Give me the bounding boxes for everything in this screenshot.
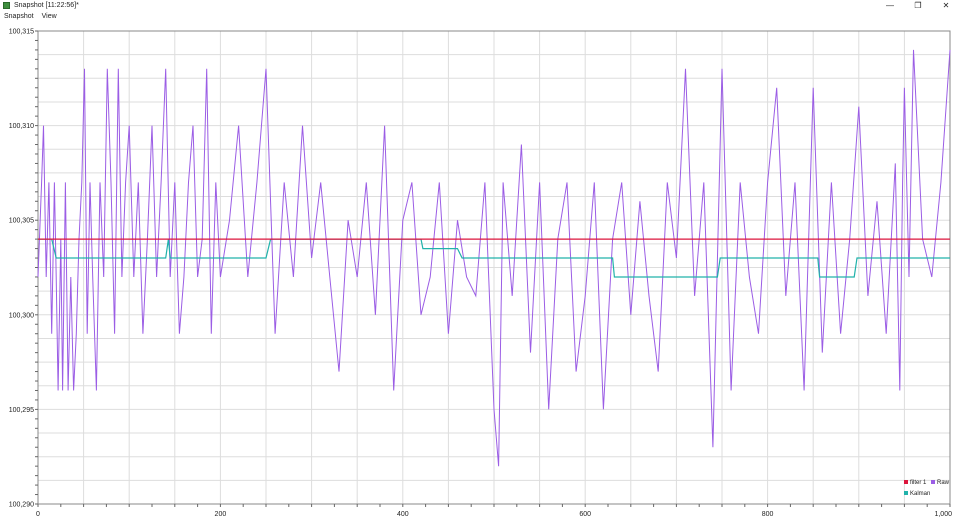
legend-label: Raw	[937, 480, 950, 486]
y-tick-label: 100,295	[9, 407, 34, 414]
window-title: Snapshot [11:22:56]*	[14, 2, 79, 9]
restore-button[interactable]: ❐	[914, 1, 922, 10]
close-button[interactable]: ✕	[942, 1, 950, 10]
title-bar: Snapshot [11:22:56]* — ❐ ✕	[0, 0, 960, 11]
x-tick-label: 200	[215, 511, 227, 518]
y-tick-label: 100,305	[9, 218, 34, 225]
chart-legend: filter 1 Raw Kalman	[904, 480, 950, 497]
legend-swatch	[931, 480, 935, 484]
window-controls: — ❐ ✕	[876, 0, 960, 11]
line-chart: 0 200 400 600 800 1,000 100,290 100,295 100,300 1…	[9, 29, 952, 519]
x-tick-label: 1,000	[934, 511, 952, 518]
y-tick-label: 100,310	[9, 123, 34, 130]
menu-bar: Snapshot View	[0, 11, 960, 22]
x-tick-label: 600	[579, 511, 591, 518]
legend-label: Kalman	[910, 491, 930, 497]
legend-label: filter 1	[910, 480, 927, 486]
y-tick-label: 100,300	[9, 312, 34, 319]
y-tick-label: 100,315	[9, 29, 34, 36]
y-tick-label: 100,290	[9, 502, 34, 509]
x-tick-label: 0	[36, 511, 40, 518]
menu-view[interactable]: View	[41, 13, 57, 20]
x-tick-label: 400	[397, 511, 409, 518]
chart-grid	[37, 30, 951, 505]
snapshot-app-icon	[3, 2, 10, 9]
series-line-kalman	[38, 238, 950, 278]
legend-swatch	[904, 480, 908, 484]
x-tick-label: 800	[762, 511, 774, 518]
chart-area: 0 200 400 600 800 1,000 100,290 100,295 100,300 1…	[0, 22, 960, 525]
legend-swatch	[904, 491, 908, 495]
minimize-button[interactable]: —	[886, 1, 894, 10]
chart-series	[37, 49, 951, 467]
menu-snapshot[interactable]: Snapshot	[4, 13, 34, 20]
series-line-raw	[37, 49, 951, 467]
